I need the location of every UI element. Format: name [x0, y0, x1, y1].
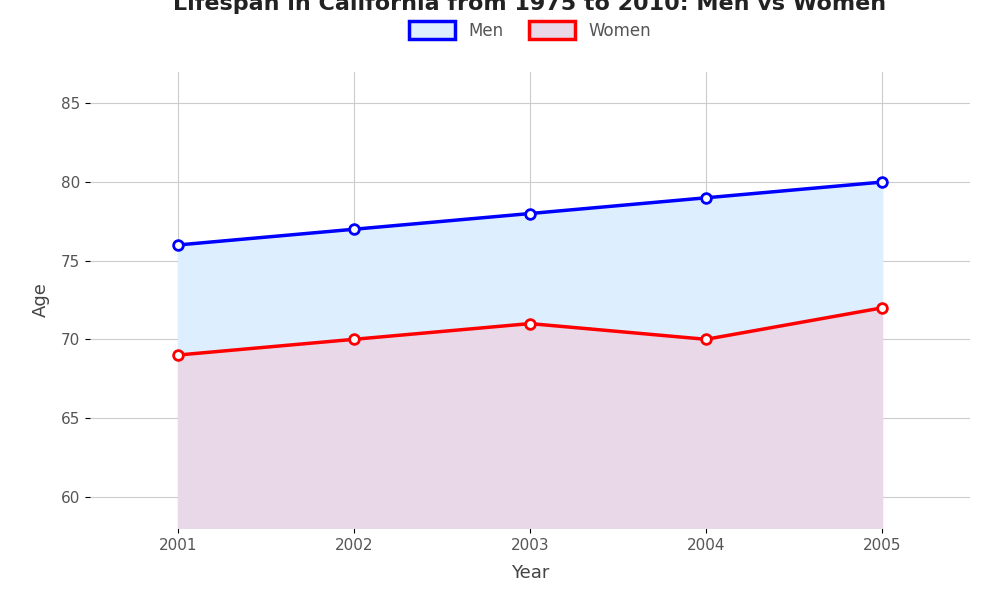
Legend: Men, Women: Men, Women [409, 21, 651, 40]
Title: Lifespan in California from 1975 to 2010: Men vs Women: Lifespan in California from 1975 to 2010… [173, 0, 887, 13]
X-axis label: Year: Year [511, 564, 549, 582]
Y-axis label: Age: Age [32, 283, 50, 317]
